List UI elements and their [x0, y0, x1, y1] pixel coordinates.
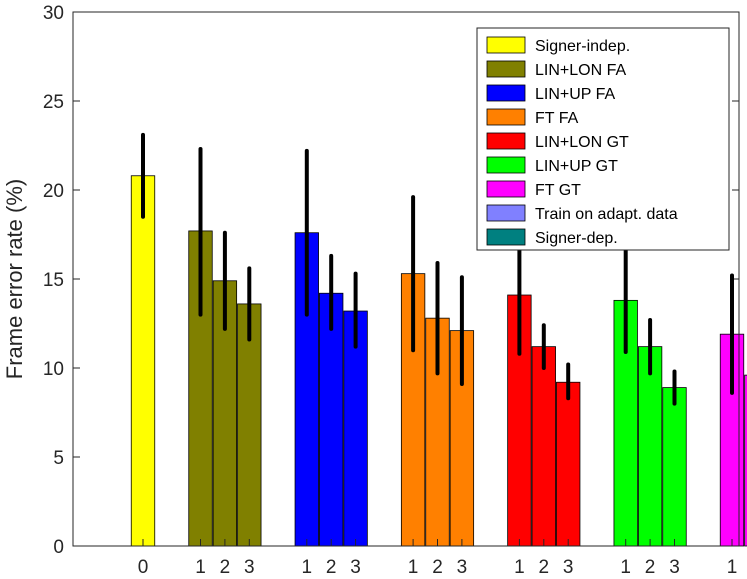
legend-label: Signer-indep. [535, 38, 630, 55]
legend-label: LIN+LON GT [535, 134, 629, 151]
legend-swatch [486, 132, 526, 150]
legend-label: LIN+UP GT [535, 158, 618, 175]
bar [531, 346, 556, 547]
legend-label: Train on adapt. data [535, 206, 678, 223]
x-tick-label: 3 [244, 557, 255, 578]
x-tick-label: 3 [669, 557, 680, 578]
legend-swatch [486, 36, 526, 54]
x-tick-label: 1 [408, 557, 419, 578]
legend-swatch [486, 204, 526, 222]
x-tick-label: 2 [539, 557, 550, 578]
y-tick-label: 25 [43, 92, 64, 113]
legend-swatch [486, 228, 526, 246]
legend-swatch [486, 60, 526, 78]
x-tick-label: 1 [620, 557, 631, 578]
bar [556, 381, 581, 547]
y-tick-label: 15 [43, 270, 64, 291]
bar [130, 175, 156, 547]
legend-label: FT FA [535, 110, 579, 127]
x-tick-label: 3 [350, 557, 361, 578]
legend: Signer-indep. LIN+LON FA LIN+UP FA FT FA LIN… [476, 27, 730, 251]
x-tick-label: 2 [645, 557, 656, 578]
x-tick-label: 2 [432, 557, 443, 578]
plot-border [72, 11, 740, 547]
x-tick-label: 2 [220, 557, 231, 578]
y-tick-label: 10 [43, 359, 64, 380]
y-tick-label: 5 [53, 448, 64, 469]
bar [744, 374, 747, 547]
y-tick-label: 0 [53, 537, 64, 558]
legend-swatch [486, 156, 526, 174]
x-tick-label: 0 [138, 557, 149, 578]
x-tick-label: 3 [563, 557, 574, 578]
legend-swatch [486, 180, 526, 198]
bar [319, 292, 344, 547]
x-tick-label: 1 [727, 557, 738, 578]
legend-label: LIN+UP FA [535, 86, 616, 103]
bar [662, 387, 687, 547]
legend-label: Signer-dep. [535, 230, 618, 247]
bars-group [130, 132, 747, 547]
x-axis: 01231231231231231233All [138, 539, 738, 578]
y-axis-label: Frame error rate (%) [2, 179, 27, 379]
y-tick-label: 30 [43, 3, 64, 24]
legend-swatch [486, 84, 526, 102]
x-tick-label: 3 [457, 557, 468, 578]
legend-swatch [486, 108, 526, 126]
legend-label: FT GT [535, 182, 581, 199]
x-tick-label: 2 [326, 557, 337, 578]
legend-label: LIN+LON FA [535, 62, 626, 79]
x-tick-label: 1 [195, 557, 206, 578]
bar [637, 346, 663, 547]
x-tick-label: 1 [514, 557, 525, 578]
y-tick-label: 20 [43, 181, 64, 202]
x-tick-label: 1 [302, 557, 313, 578]
